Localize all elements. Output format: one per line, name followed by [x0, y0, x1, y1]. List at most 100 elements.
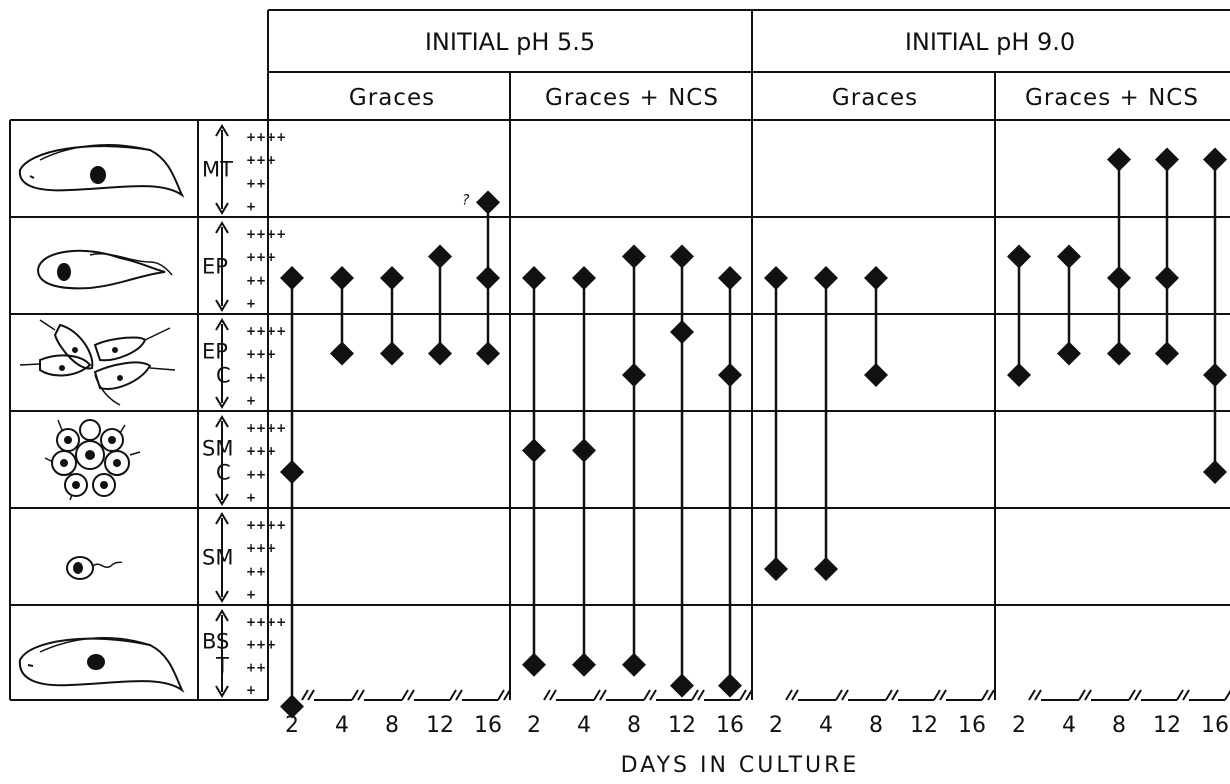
axis-break-mark — [543, 689, 551, 701]
data-point-diamond — [476, 341, 500, 366]
axis-break-mark — [1134, 689, 1142, 701]
day-tick-label: 16 — [1201, 713, 1229, 738]
axis-break-mark — [301, 689, 309, 701]
level-label: ++++ — [246, 227, 286, 241]
arrow-up-icon — [215, 124, 229, 137]
axis-break-mark — [691, 689, 699, 701]
arrow-down-icon — [215, 202, 229, 215]
data-point-diamond — [280, 265, 304, 290]
level-label: + — [246, 588, 256, 602]
data-point-diamond — [814, 265, 838, 290]
axis-break-mark — [745, 689, 753, 701]
grid-lines — [9, 9, 1230, 701]
axis-break-mark — [407, 689, 415, 701]
data-point-diamond — [280, 694, 304, 719]
day-tick-label: 12 — [910, 713, 938, 738]
data-point-diamond — [718, 673, 742, 698]
axis-break-mark — [841, 689, 849, 701]
data-point-diamond — [622, 652, 646, 677]
epimastigote-icon — [36, 249, 173, 290]
data-point-diamond — [814, 556, 838, 581]
bloodstream-trypomastigote-icon — [18, 637, 185, 693]
data-point-diamond — [718, 265, 742, 290]
data-point-diamond — [280, 459, 304, 484]
data-point-diamond — [1007, 244, 1031, 269]
data-point-diamond — [522, 652, 546, 677]
day-tick-label: 4 — [1062, 713, 1076, 738]
axis-break-mark — [1028, 689, 1036, 701]
level-label: ++++ — [246, 615, 286, 629]
data-point-diamond — [670, 244, 694, 269]
axis-break-mark — [497, 689, 505, 701]
day-tick-label: 8 — [385, 713, 399, 738]
data-point-diamond — [330, 341, 354, 366]
axis-break-mark — [1034, 689, 1042, 701]
data-point-diamond — [476, 190, 500, 215]
level-label: ++++ — [246, 421, 286, 435]
group-header-1: Graces — [349, 85, 435, 111]
epimastigote-cluster-icon — [19, 319, 176, 406]
data-point-diamond — [1155, 147, 1179, 172]
day-tick-label: 8 — [869, 713, 883, 738]
stage-label: EP — [202, 340, 228, 364]
level-label: + — [246, 200, 256, 214]
axis-break-mark — [1084, 689, 1092, 701]
axis-break-mark — [697, 689, 705, 701]
data-point-diamond — [622, 362, 646, 387]
level-label: ++++ — [246, 518, 286, 532]
data-point-diamond — [670, 320, 694, 344]
data-point-diamond — [1057, 244, 1081, 269]
data-point-diamond — [1155, 341, 1179, 366]
day-tick-label: 12 — [668, 713, 696, 738]
axis-break-mark — [933, 689, 941, 701]
level-label: ++ — [246, 564, 266, 578]
axis-break-mark — [939, 689, 947, 701]
axis-break-mark — [891, 689, 899, 701]
day-tick-label: 12 — [1153, 713, 1181, 738]
data-point-diamond — [522, 438, 546, 463]
level-label: + — [246, 297, 256, 311]
day-tick-label: 4 — [819, 713, 833, 738]
data-point-diamond — [1007, 362, 1031, 387]
day-tick-label: 2 — [285, 713, 299, 738]
day-tick-label: 2 — [527, 713, 541, 738]
level-label: +++ — [246, 444, 276, 458]
level-label: ++ — [246, 467, 266, 481]
level-label: ++ — [246, 660, 266, 674]
axis-break-mark — [1128, 689, 1136, 701]
axis-break-mark — [987, 689, 995, 701]
data-point-diamond — [1107, 341, 1131, 366]
level-label: ++++ — [246, 130, 286, 144]
arrow-down-icon — [215, 493, 229, 506]
data-point-diamond — [1107, 147, 1131, 172]
axis-break-mark — [593, 689, 601, 701]
day-tick-label: 2 — [769, 713, 783, 738]
data-point-diamond — [330, 265, 354, 290]
data-point-diamond — [428, 341, 452, 366]
ph-right-header: INITIAL pH 9.0 — [905, 28, 1075, 56]
stage-label-sub: C — [216, 364, 231, 388]
arrow-up-icon — [215, 318, 229, 331]
day-tick-label: 2 — [1012, 713, 1026, 738]
data-point-diamond — [764, 265, 788, 290]
data-point-diamond — [622, 244, 646, 269]
group-header-2: Graces + NCS — [545, 85, 719, 111]
axis-break-mark — [449, 689, 457, 701]
arrow-down-icon — [215, 590, 229, 603]
stage-label: EP — [202, 255, 228, 279]
sphaeromastigote-cluster-icon — [44, 419, 141, 501]
data-point-diamond — [522, 265, 546, 290]
x-axis: 2 4 8 12 16 2 4 8 12 16 2 4 8 12 16 2 4 8 12 16 — [285, 689, 1230, 738]
level-label: + — [246, 491, 256, 505]
axis-break-mark — [599, 689, 607, 701]
data-point-diamond — [572, 265, 596, 290]
day-tick-label: 8 — [627, 713, 641, 738]
data-point-diamond — [864, 362, 888, 387]
data-point-diamond — [1155, 265, 1179, 290]
group-header-3: Graces — [832, 85, 918, 111]
stage-label: SM — [202, 546, 233, 570]
level-label: + — [246, 683, 256, 697]
day-tick-label: 16 — [958, 713, 986, 738]
axis-break-mark — [643, 689, 651, 701]
arrow-up-icon — [215, 512, 229, 525]
